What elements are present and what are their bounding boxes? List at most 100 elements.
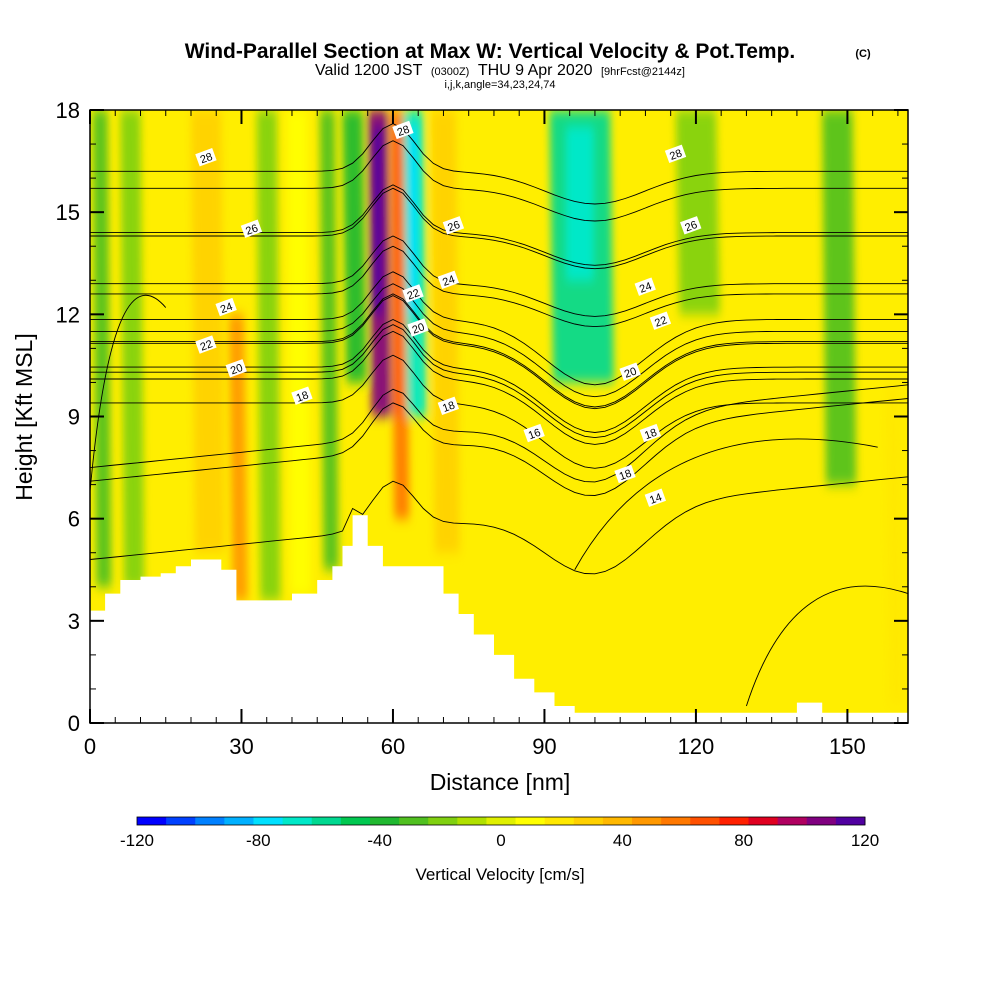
subtitle-utc: (0300Z) [431, 66, 470, 78]
isentrope-label-text: 18 [643, 427, 659, 442]
x-axis-label: Distance [nm] [430, 769, 571, 795]
isentrope-line [90, 140, 908, 222]
isentrope-label: 22 [649, 311, 672, 330]
isentrope-label-box [225, 359, 247, 378]
isentrope-label-box [402, 284, 424, 303]
isentrope-line [90, 476, 908, 575]
chart-title: Wind-Parallel Section at Max W: Vertical… [185, 40, 796, 63]
colorbar-swatch [282, 817, 313, 825]
isentrope-label-box [639, 423, 662, 443]
isentrope-line [745, 585, 908, 707]
velocity-band [120, 110, 145, 587]
isentrope-line [90, 245, 908, 328]
velocity-band [885, 382, 905, 706]
velocity-band [319, 110, 339, 570]
isentrope-label: 18 [437, 396, 460, 416]
x-tick-label: 0 [84, 734, 96, 759]
isentrope-label-box [291, 386, 313, 405]
isentrope-label: 28 [195, 148, 217, 167]
isentrope-line [90, 295, 908, 410]
isentrope-line [90, 235, 908, 317]
velocity-band [822, 110, 857, 485]
isentrope-label-box [649, 311, 672, 330]
isentrope-label-text: 22 [199, 338, 215, 353]
subtitle-date: THU 9 Apr 2020 [478, 62, 593, 79]
isentrope-label-text: 20 [411, 321, 427, 336]
isentrope-label-text: 18 [295, 389, 311, 404]
isentrope-label-text: 24 [638, 280, 654, 295]
isentrope-label-box [680, 216, 702, 235]
isentrope-label-box [195, 335, 217, 354]
isentrope-label-box [215, 297, 237, 317]
isentrope-label: 28 [664, 144, 687, 164]
isentrope-label-box [664, 144, 687, 164]
isentrope-line [90, 283, 908, 398]
isentrope-label-text: 26 [683, 219, 699, 234]
x-tick-label: 120 [678, 734, 715, 759]
colorbar-swatch [806, 817, 837, 825]
velocity-core [394, 127, 402, 417]
colorbar-swatch [369, 817, 400, 825]
plot-area: 28 28 28 26 26 26 24 24 24 22 22 22 20 20 20 18 18 18 18 16… [90, 110, 908, 723]
velocity-band [92, 110, 112, 587]
colorbar-swatch [835, 817, 866, 825]
colorbar-swatch [632, 817, 662, 825]
isentrope-line [90, 271, 908, 386]
isentrope-label-box [523, 423, 545, 443]
isentrope-line [90, 294, 167, 492]
x-tick-label: 150 [829, 734, 866, 759]
colorbar-swatch [399, 817, 429, 825]
isentrope-label-box [240, 219, 263, 238]
y-tick-label: 9 [68, 405, 80, 430]
copyright-mark: (C) [855, 48, 871, 60]
isentrope-label-text: 28 [668, 148, 684, 163]
isentrope-line [574, 438, 878, 570]
y-tick-label: 18 [56, 98, 80, 123]
velocity-core [373, 127, 383, 315]
x-tick-label: 60 [381, 734, 405, 759]
y-tick-label: 12 [56, 302, 80, 327]
isentrope-label-text: 20 [623, 365, 639, 380]
colorbar-swatch [340, 817, 371, 825]
isentrope-line [90, 184, 908, 266]
colorbar-swatch [661, 817, 691, 825]
colorbar-swatch [515, 817, 546, 825]
isentrope-label-box [619, 362, 641, 381]
isentrope-line [90, 187, 908, 270]
isentrope-label-text: 26 [244, 222, 260, 237]
isentrope-label-box [644, 488, 667, 507]
isentrope-line [90, 123, 908, 205]
isentrope-label-box [407, 318, 429, 337]
velocity-band [286, 110, 311, 594]
isentrope-label-text: 16 [527, 427, 543, 442]
colorbar-frame [136, 816, 866, 826]
colorbar-swatch [777, 817, 808, 825]
isentrope-label-text: 28 [396, 124, 412, 139]
colorbar-swatch [573, 817, 604, 825]
subtitle-valid: Valid 1200 JST [315, 62, 423, 79]
colorbar-swatch [486, 817, 517, 825]
y-tick-label: 0 [68, 711, 80, 736]
isentrope-label-box [437, 396, 460, 416]
isentrope-line [90, 384, 908, 483]
isentrope-label: 20 [619, 362, 641, 381]
isentrope-line [90, 330, 908, 445]
isentrope-label-text: 26 [446, 219, 462, 234]
colorbar-swatch [457, 817, 487, 825]
colorbar: -120 -80 -40 0 40 80 120 [120, 816, 879, 850]
velocity-band [675, 110, 720, 315]
isentrope-label-text: 14 [648, 491, 664, 506]
isentrope-label: 24 [634, 277, 656, 296]
isentrope-label: 20 [225, 359, 247, 378]
axes: 0 30 60 90 120 150 0 3 6 9 12 15 18 [56, 98, 908, 759]
velocity-band [342, 110, 367, 383]
colorbar-tick-label: -40 [367, 831, 392, 850]
isentrope-label-text: 18 [618, 468, 634, 483]
colorbar-swatch [602, 817, 633, 825]
isentrope-label-text: 28 [199, 151, 215, 166]
y-axis-label: Height [Kft MSL] [11, 333, 37, 500]
colorbar-swatch [166, 817, 196, 825]
isentrope-label: 20 [407, 318, 429, 337]
isentrope-label: 24 [437, 270, 460, 290]
colorbar-swatch [311, 817, 342, 825]
